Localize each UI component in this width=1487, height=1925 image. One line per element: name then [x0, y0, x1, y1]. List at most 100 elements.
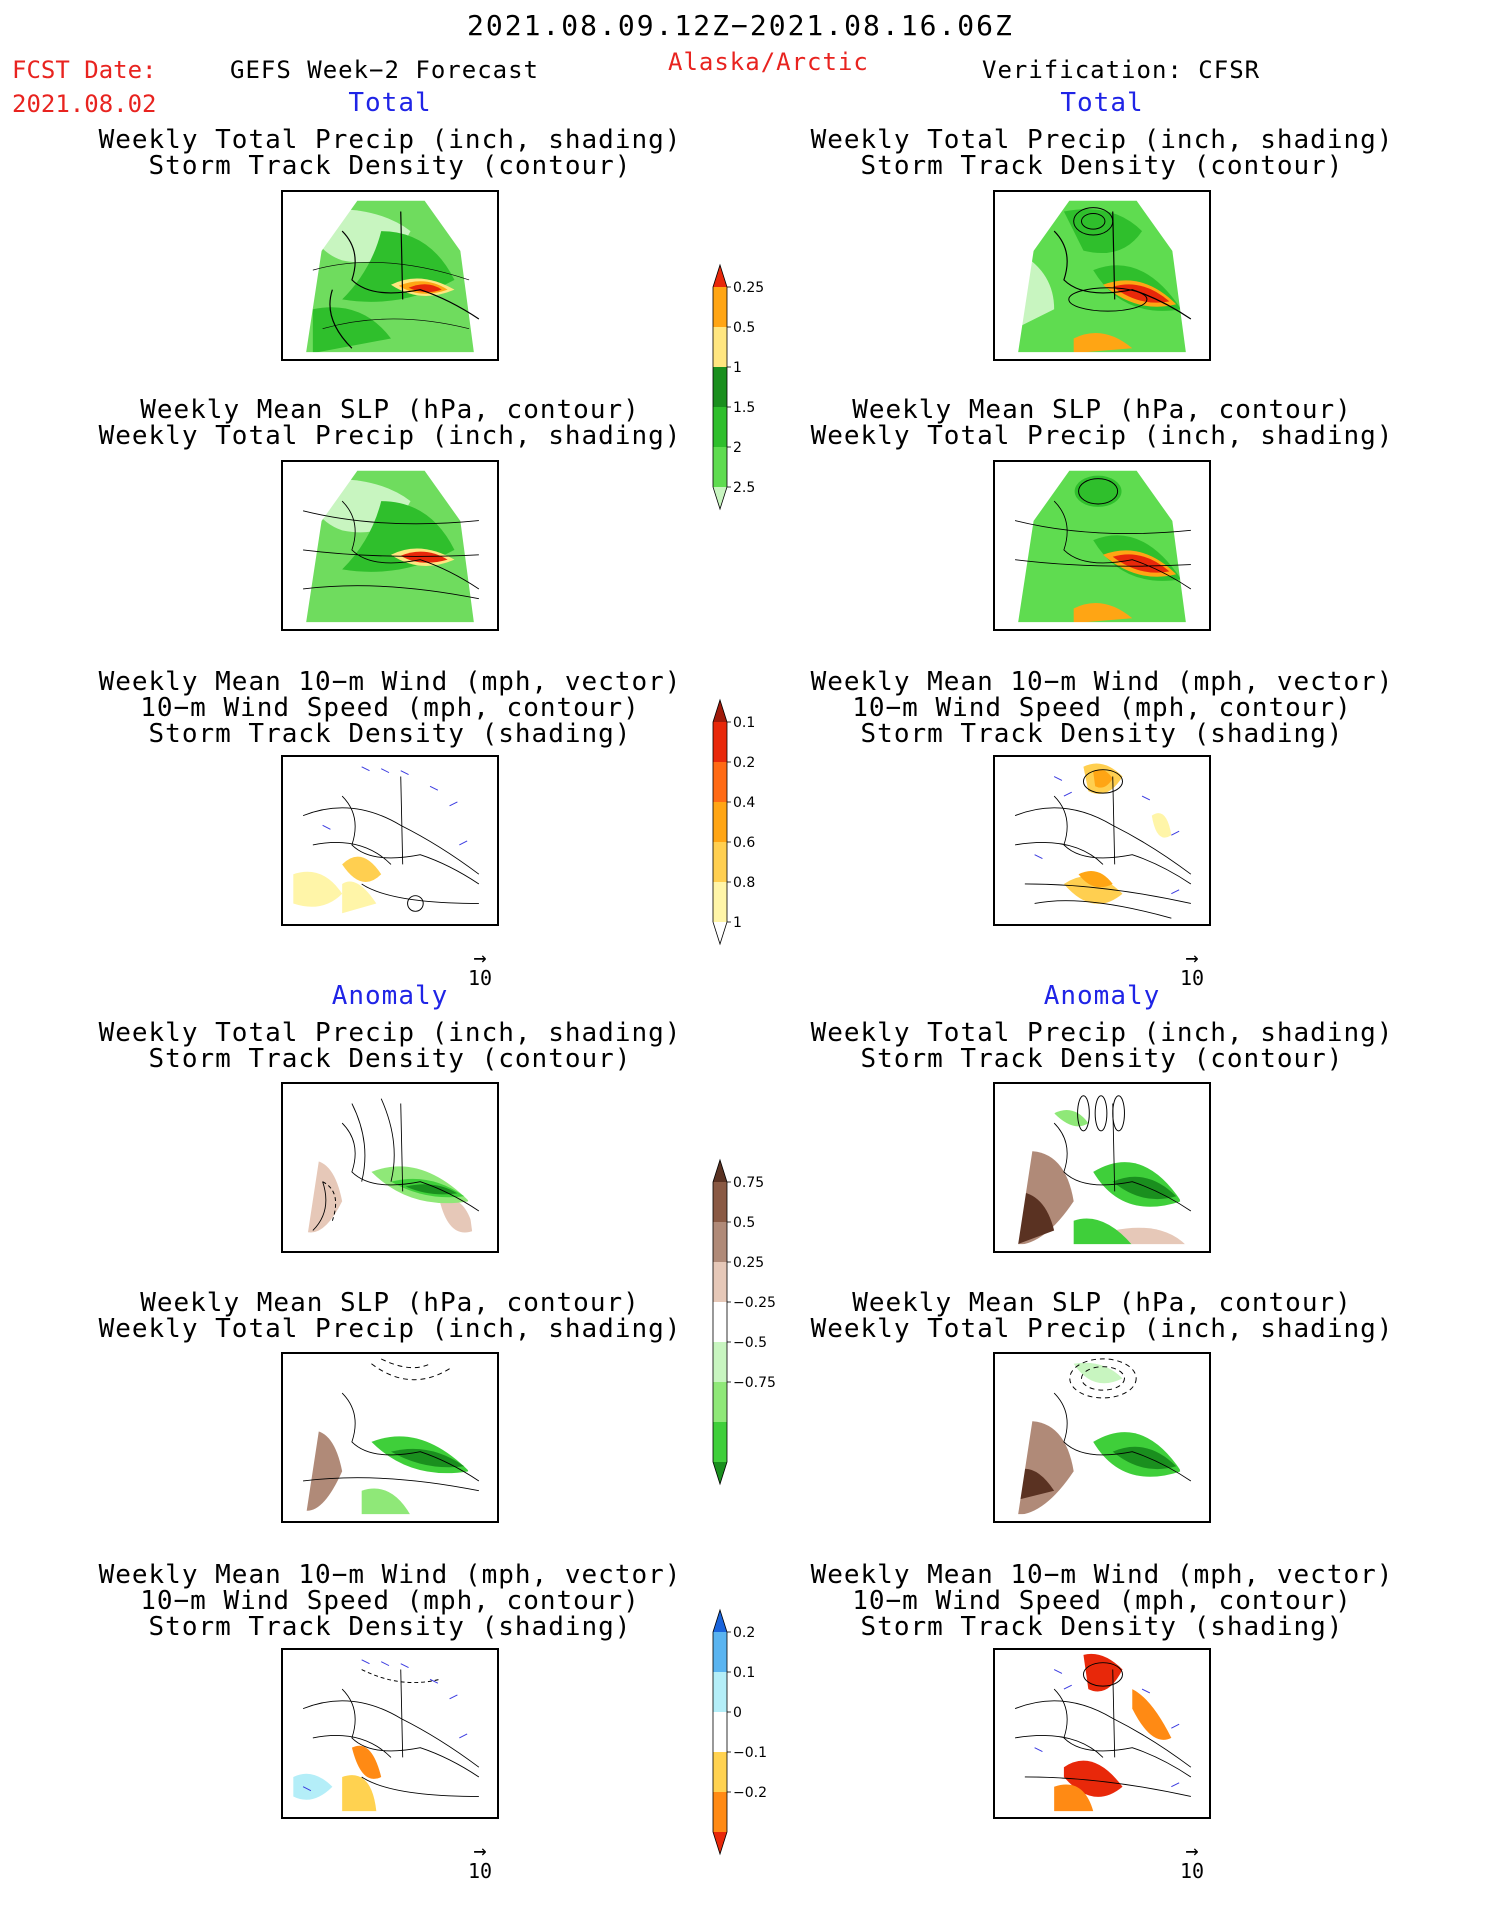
title-r6-c: Storm Track Density (shading) [860, 1612, 1344, 1642]
title-l2-b: Weekly Total Precip (inch, shading) [98, 421, 682, 451]
section-anomaly-right: Anomaly [1043, 981, 1161, 1011]
colorbar-end-top [713, 1610, 727, 1632]
colorbar-tick-label: 0.4 [733, 795, 755, 811]
map-total-precip-storm-forecast [281, 190, 499, 361]
colorbar-anom-storm: 0.2 0.1 0 −0.1 −0.2 [712, 1608, 823, 1858]
title-l4-b: Storm Track Density (contour) [148, 1044, 632, 1074]
forecast-period: 2021.08.09.12Z−2021.08.16.06Z [467, 9, 1014, 42]
colorbar-segment [713, 447, 727, 487]
colorbar-segment [713, 802, 727, 842]
colorbar-segment [713, 287, 727, 327]
title-r2-b: Weekly Total Precip (inch, shading) [810, 421, 1394, 451]
map-total-precip-storm-verification [993, 190, 1211, 361]
colorbar-tick-label: 1 [733, 915, 742, 931]
map-anom-precip-storm-forecast [281, 1082, 499, 1253]
colorbar-tick-label: 1 [733, 360, 742, 376]
colorbar-segment [713, 1672, 727, 1712]
map-anom-slp-precip-forecast [281, 1352, 499, 1523]
title-r6-a: Weekly Mean 10−m Wind (mph, vector) [810, 1560, 1394, 1590]
colorbar-tick-label: −0.1 [733, 1745, 767, 1761]
colorbar-segment [713, 1422, 727, 1462]
title-r1-a: Weekly Total Precip (inch, shading) [810, 125, 1394, 155]
gefs-title: GEFS Week−2 Forecast [230, 56, 539, 84]
colorbar-segment [713, 1382, 727, 1422]
title-r5-b: Weekly Total Precip (inch, shading) [810, 1314, 1394, 1344]
vector-ref-l6: → 10 [467, 1839, 493, 1884]
colorbar-segment [713, 762, 727, 802]
colorbar-segment [713, 1342, 727, 1382]
map-total-wind-storm-verification [993, 755, 1211, 926]
colorbar-tick-label: 2 [733, 440, 742, 456]
title-r1-b: Storm Track Density (contour) [860, 151, 1344, 181]
colorbar-anom-precip: 0.75 0.5 0.25 −0.25 −0.5 −0.75 [712, 1158, 823, 1488]
title-l1-b: Storm Track Density (contour) [148, 151, 632, 181]
colorbar-segment [713, 367, 727, 407]
colorbar-tick-label: −0.5 [733, 1335, 767, 1351]
title-l6-b: 10−m Wind Speed (mph, contour) [140, 1586, 640, 1616]
colorbar-end-bottom [713, 922, 727, 944]
colorbar-tick-label: 0.6 [733, 835, 755, 851]
colorbar-tick-label: 2.5 [733, 480, 755, 496]
colorbar-tick-label: 1.5 [733, 400, 755, 416]
colorbar-tick-label: 0 [733, 1705, 742, 1721]
map-total-slp-precip-verification [993, 460, 1211, 631]
colorbar-segment [713, 1792, 727, 1832]
map-total-slp-precip-forecast [281, 460, 499, 631]
title-r3-b: 10−m Wind Speed (mph, contour) [852, 693, 1352, 723]
map-anom-wind-storm-forecast [281, 1648, 499, 1819]
colorbar-tick-label: −0.2 [733, 1785, 767, 1801]
colorbar-total-precip: 0.25 0.5 1 1.5 2 2.5 [712, 263, 823, 513]
title-l1-a: Weekly Total Precip (inch, shading) [98, 125, 682, 155]
colorbar-end-bottom [713, 1462, 727, 1484]
title-l6-c: Storm Track Density (shading) [148, 1612, 632, 1642]
map-anom-precip-storm-verification [993, 1082, 1211, 1253]
colorbar-tick-label: 0.5 [733, 320, 755, 336]
title-l4-a: Weekly Total Precip (inch, shading) [98, 1018, 682, 1048]
colorbar-tick-label: −0.75 [733, 1375, 776, 1391]
fcst-date-label: FCST Date: [12, 56, 157, 84]
title-l5-a: Weekly Mean SLP (hPa, contour) [140, 1288, 640, 1318]
vector-ref-l3: → 10 [467, 946, 493, 991]
colorbar-end-top [713, 700, 727, 722]
colorbar-segment [713, 882, 727, 922]
colorbar-tick-label: 0.8 [733, 875, 755, 891]
colorbar-tick-label: 0.1 [733, 715, 755, 731]
colorbar-segment [713, 1632, 727, 1672]
title-l3-a: Weekly Mean 10−m Wind (mph, vector) [98, 667, 682, 697]
colorbar-segment [713, 842, 727, 882]
colorbar-end-bottom [713, 487, 727, 509]
colorbar-total-storm: 0.1 0.2 0.4 0.6 0.8 1 [712, 698, 823, 948]
title-r3-a: Weekly Mean 10−m Wind (mph, vector) [810, 667, 1394, 697]
title-l6-a: Weekly Mean 10−m Wind (mph, vector) [98, 1560, 682, 1590]
colorbar-tick-label: 0.5 [733, 1215, 755, 1231]
colorbar-tick-label: 0.25 [733, 280, 764, 296]
title-l5-b: Weekly Total Precip (inch, shading) [98, 1314, 682, 1344]
colorbar-segment [713, 1182, 727, 1222]
colorbar-segment [713, 1302, 727, 1342]
colorbar-tick-label: 0.2 [733, 755, 755, 771]
section-total-right: Total [1060, 88, 1144, 118]
colorbar-end-top [713, 1160, 727, 1182]
colorbar-segment [713, 327, 727, 367]
vector-ref-r6: → 10 [1179, 1839, 1205, 1884]
title-r6-b: 10−m Wind Speed (mph, contour) [852, 1586, 1352, 1616]
colorbar-segment [713, 1712, 727, 1752]
colorbar-end-bottom [713, 1832, 727, 1854]
section-total-left: Total [348, 88, 432, 118]
title-r4-a: Weekly Total Precip (inch, shading) [810, 1018, 1394, 1048]
fcst-date-value: 2021.08.02 [12, 90, 157, 118]
colorbar-tick-label: −0.25 [733, 1295, 776, 1311]
colorbar-tick-label: 0.1 [733, 1665, 755, 1681]
title-r2-a: Weekly Mean SLP (hPa, contour) [852, 395, 1352, 425]
verification-title: Verification: CFSR [982, 56, 1261, 84]
section-anomaly-left: Anomaly [331, 981, 449, 1011]
title-l2-a: Weekly Mean SLP (hPa, contour) [140, 395, 640, 425]
colorbar-segment [713, 722, 727, 762]
colorbar-tick-label: 0.2 [733, 1625, 755, 1641]
map-total-wind-storm-forecast [281, 755, 499, 926]
map-anom-slp-precip-verification [993, 1352, 1211, 1523]
colorbar-segment [713, 1752, 727, 1792]
colorbar-tick-label: 0.25 [733, 1255, 764, 1271]
vector-ref-r3: → 10 [1179, 946, 1205, 991]
title-l3-b: 10−m Wind Speed (mph, contour) [140, 693, 640, 723]
